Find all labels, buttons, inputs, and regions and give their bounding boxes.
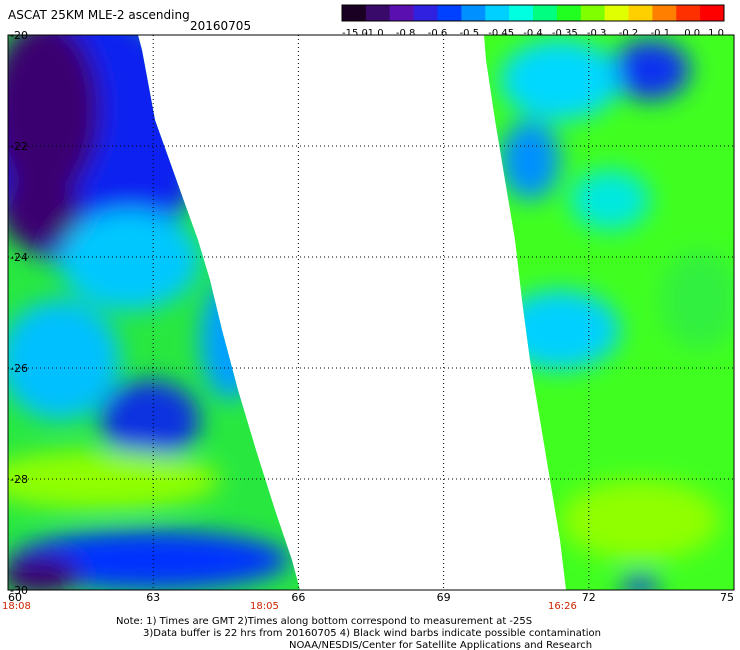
colorbar-swatch: [700, 5, 725, 21]
note-line-3: NOAA/NESDIS/Center for Satellite Applica…: [289, 640, 592, 650]
x-tick-label: 69: [437, 591, 451, 604]
time-label-3: 16:26: [548, 601, 577, 612]
colorbar-swatch: [485, 5, 510, 21]
time-label-1: 18:08: [2, 601, 31, 612]
colorbar-swatch: [461, 5, 486, 21]
colorbar-swatch: [604, 5, 629, 21]
colorbar-swatch: [580, 5, 606, 21]
y-tick-label: -24: [10, 251, 28, 264]
colorbar-tick-label: 0.0: [684, 28, 700, 39]
map-area: 60 63 66 69 72 75 -20 -22 -24 -26 -28 -30 18:08 18…: [2, 29, 735, 612]
time-label-2: 18:05: [250, 601, 279, 612]
map-grid: [8, 35, 734, 590]
colorbar-tick-label: -0.3: [587, 28, 607, 39]
colorbar-tick-label: -0.6: [428, 28, 448, 39]
colorbar-swatch: [413, 5, 438, 21]
colorbar-frame: [341, 4, 725, 22]
colorbar-tick-label: -0.35: [552, 28, 578, 39]
x-tick-label: 60: [8, 591, 22, 604]
x-tick-label: 66: [291, 591, 305, 604]
colorbar-swatch: [509, 5, 534, 21]
note-line-2: 3)Data buffer is 22 hrs from 20160705 4)…: [143, 628, 601, 639]
colorbar-tick-label: -0.45: [488, 28, 514, 39]
map-title: ASCAT 25KM MLE-2 ascending: [8, 8, 190, 22]
note-line-1: Note: 1) Times are GMT 2)Times along bot…: [116, 616, 532, 627]
colorbar-tick-label: -0.8: [396, 28, 416, 39]
right-swath: [484, 35, 734, 590]
x-tick-label: 72: [582, 591, 596, 604]
colorbar-swatch: [342, 5, 367, 21]
colorbar-swatch: [437, 5, 462, 21]
colorbar-swatch: [365, 5, 391, 21]
x-tick-label: 63: [146, 591, 160, 604]
y-tick-label: -20: [10, 29, 28, 42]
colorbar-tick-label: -0.1: [651, 28, 671, 39]
colorbar-tick-label: -0.4: [523, 28, 543, 39]
colorbar-swatch: [676, 5, 701, 21]
map-frame: [7, 34, 735, 591]
y-tick-label: -30: [10, 584, 28, 597]
colorbar-tick-label: -15.0: [342, 28, 368, 39]
colorbar-tick-label: -1.0: [364, 28, 384, 39]
colorbar-swatch: [389, 5, 415, 21]
colorbar-swatch: [628, 5, 653, 21]
colorbar-swatch: [652, 5, 677, 21]
colorbar-swatch: [533, 5, 558, 21]
y-tick-label: -28: [10, 473, 28, 486]
y-tick-label: -26: [10, 362, 28, 375]
colorbar-swatch: [556, 5, 582, 21]
colorbar-tick-label: 1.0: [708, 28, 724, 39]
colorbar: -15.0-1.0 -0.8 -0.6 -0.5 -0.45 -0.4 -0.35 -0.3 -…: [341, 4, 725, 39]
colorbar-tick-label: -0.5: [460, 28, 480, 39]
colorbar-tick-label: -0.2: [619, 28, 639, 39]
y-tick-label: -22: [10, 140, 28, 153]
map-date: 20160705: [190, 19, 251, 33]
x-tick-label: 75: [720, 591, 734, 604]
